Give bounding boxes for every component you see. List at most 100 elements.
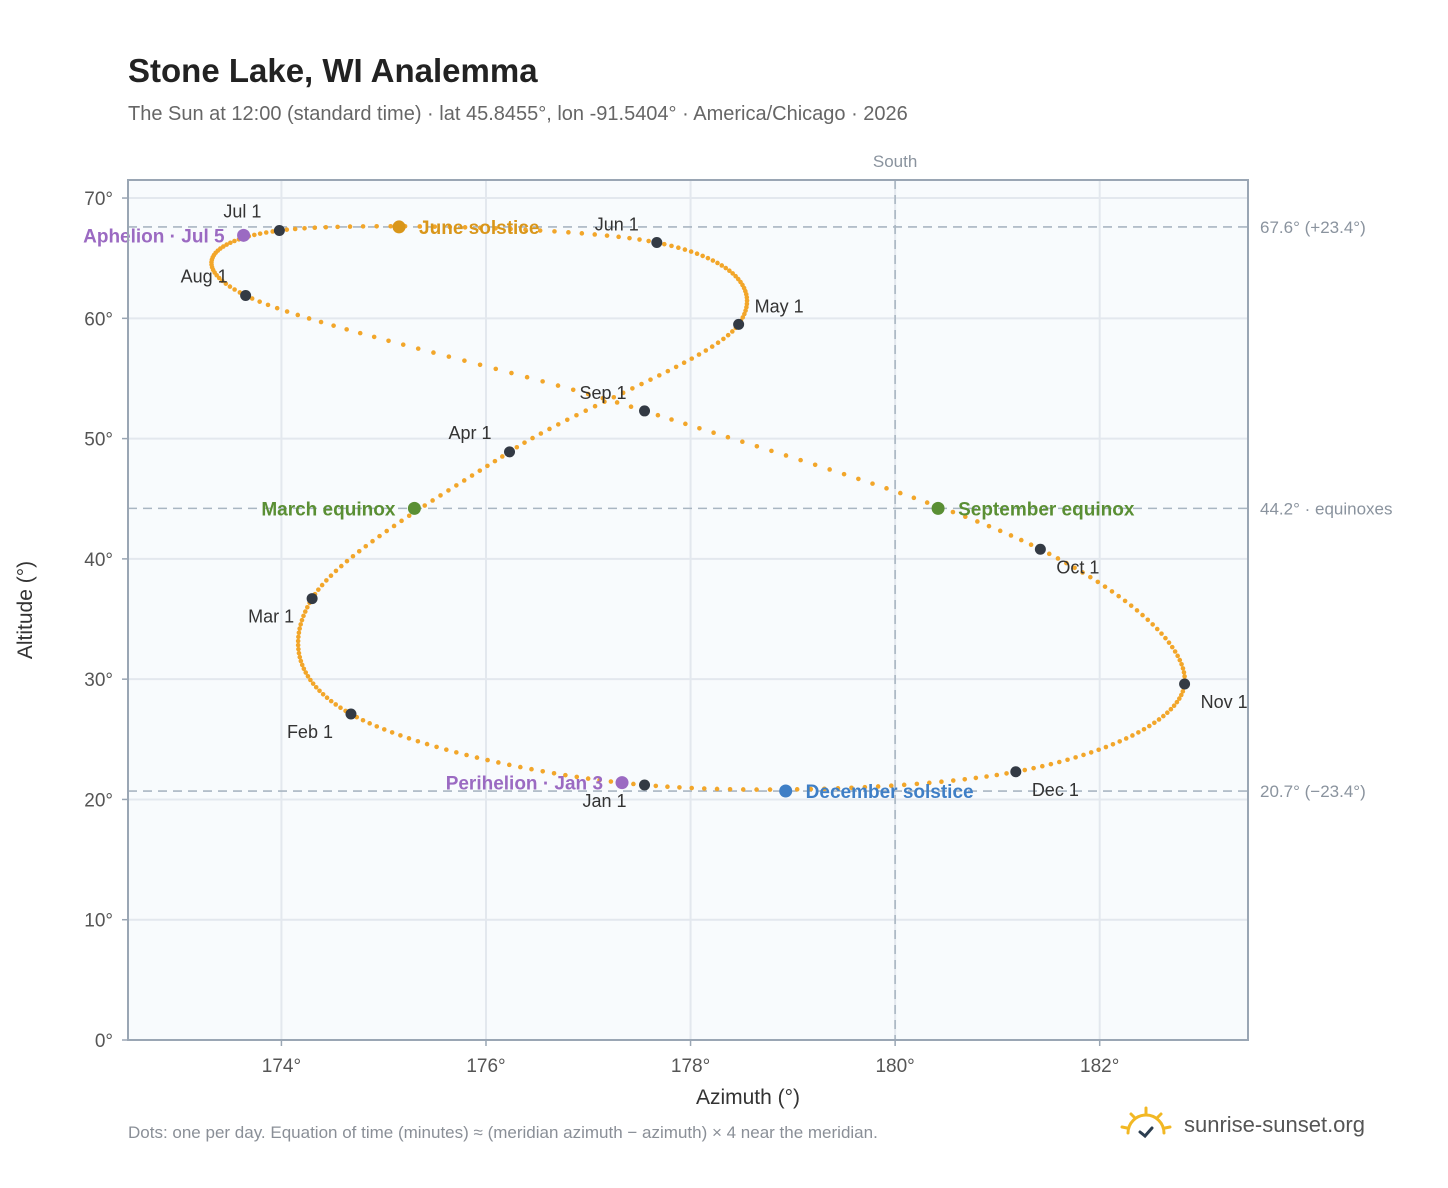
daily-sun-dot: [547, 426, 552, 432]
daily-sun-dot: [1154, 626, 1160, 632]
daily-sun-dot: [1177, 696, 1182, 701]
daily-sun-dot: [714, 786, 720, 792]
daily-sun-dot: [1177, 657, 1183, 663]
daily-sun-dot: [432, 224, 438, 229]
daily-sun-dot: [975, 519, 980, 524]
daily-sun-dot: [263, 230, 269, 235]
x-axis-label: Azimuth (°): [696, 1086, 800, 1109]
daily-sun-dot: [295, 638, 301, 644]
daily-sun-dot: [856, 476, 861, 482]
daily-sun-dot: [223, 281, 229, 286]
daily-sun-dot: [424, 741, 430, 747]
daily-sun-dot: [305, 604, 310, 610]
daily-sun-dot: [446, 354, 452, 359]
daily-sun-dot: [1161, 713, 1166, 719]
daily-sun-dot: [897, 490, 903, 496]
daily-sun-dot: [529, 766, 534, 772]
event-marker-december-solstice: [779, 784, 793, 798]
daily-sun-dot: [374, 223, 379, 229]
daily-sun-dot: [265, 302, 271, 308]
daily-sun-dot: [620, 390, 626, 396]
daily-sun-dot: [665, 368, 671, 374]
month-marker-dec-1: [1010, 766, 1022, 778]
daily-sun-dot: [538, 431, 544, 436]
brand-name: sunrise-sunset.org: [1184, 1112, 1365, 1137]
daily-sun-dot: [257, 299, 262, 304]
daily-sun-dot: [478, 225, 483, 231]
daily-sun-dot: [849, 785, 854, 791]
month-label-nov-1: Nov 1: [1201, 692, 1248, 712]
reference-line-label: 44.2° · equinoxes: [1260, 499, 1393, 518]
daily-sun-dot: [406, 736, 412, 741]
daily-sun-dot: [305, 674, 311, 679]
daily-sun-dot: [1172, 649, 1178, 654]
daily-sun-dot: [592, 403, 598, 409]
sun-check-icon: [1120, 1106, 1172, 1139]
daily-sun-dot: [1180, 689, 1186, 694]
daily-sun-dot: [506, 762, 512, 768]
y-tick-label: 30°: [84, 670, 113, 691]
daily-sun-dot: [984, 774, 989, 779]
daily-sun-dot: [597, 777, 602, 783]
y-tick-label: 10°: [84, 911, 113, 932]
month-marker-jul-1: [273, 225, 285, 237]
daily-sun-dot: [296, 646, 301, 652]
daily-sun-dot: [697, 425, 702, 431]
daily-sun-dot: [639, 381, 644, 387]
daily-sun-dot: [570, 387, 576, 393]
daily-sun-dot: [431, 350, 436, 355]
daily-sun-dot: [284, 309, 290, 314]
meridian-label: South: [873, 152, 917, 171]
daily-sun-dot: [924, 500, 930, 505]
daily-sun-dot: [733, 273, 738, 279]
daily-sun-dot: [400, 342, 406, 347]
daily-sun-dot: [371, 334, 377, 340]
daily-sun-dot: [555, 422, 561, 427]
daily-sun-dot: [524, 374, 530, 380]
chart-subtitle: The Sun at 12:00 (standard time) · lat 4…: [128, 103, 908, 125]
daily-sun-dot: [323, 224, 329, 230]
x-tick-label: 180°: [875, 1056, 914, 1077]
daily-sun-dot: [1018, 537, 1024, 543]
daily-sun-dot: [1141, 726, 1147, 732]
daily-sun-dot: [1134, 608, 1140, 613]
daily-sun-dot: [299, 617, 305, 623]
daily-sun-dot: [870, 481, 875, 486]
daily-sun-dot: [295, 642, 301, 648]
daily-sun-dot: [1166, 640, 1172, 645]
daily-sun-dot: [485, 757, 490, 763]
brand[interactable]: sunrise-sunset.org: [1120, 1100, 1365, 1150]
daily-sun-dot: [316, 587, 321, 592]
daily-sun-dot: [585, 391, 591, 397]
daily-sun-dot: [350, 553, 356, 559]
daily-sun-dot: [446, 488, 451, 493]
daily-sun-dot: [677, 785, 682, 790]
daily-sun-dot: [328, 698, 334, 704]
daily-sun-dot: [696, 352, 702, 357]
daily-sun-dot: [284, 227, 290, 232]
daily-sun-dot: [689, 356, 695, 361]
chart-title: Stone Lake, WI Analemma: [128, 52, 538, 89]
daily-sun-dot: [1180, 666, 1186, 671]
daily-sun-dot: [656, 373, 662, 378]
daily-sun-dot: [1065, 757, 1070, 763]
daily-sun-dot: [1174, 699, 1180, 705]
daily-sun-dot: [522, 440, 527, 445]
reference-line-label: 20.7° (−23.4°): [1260, 782, 1366, 801]
event-marker-september-equinox: [931, 501, 945, 515]
daily-sun-dot: [911, 495, 917, 501]
daily-sun-dot: [1046, 551, 1052, 557]
daily-sun-dot: [681, 360, 687, 366]
daily-sun-dot: [701, 786, 707, 791]
daily-sun-dot: [430, 498, 435, 503]
daily-sun-dot: [406, 513, 412, 519]
month-marker-mar-1: [306, 593, 318, 605]
daily-sun-dot: [835, 786, 841, 791]
daily-sun-dot: [669, 417, 674, 422]
daily-sun-dot: [822, 786, 827, 792]
daily-sun-dot: [798, 457, 803, 463]
daily-sun-dot: [710, 258, 716, 263]
daily-sun-dot: [574, 412, 579, 418]
daily-sun-dot: [224, 242, 229, 247]
month-label-sep-1: Sep 1: [579, 383, 626, 403]
